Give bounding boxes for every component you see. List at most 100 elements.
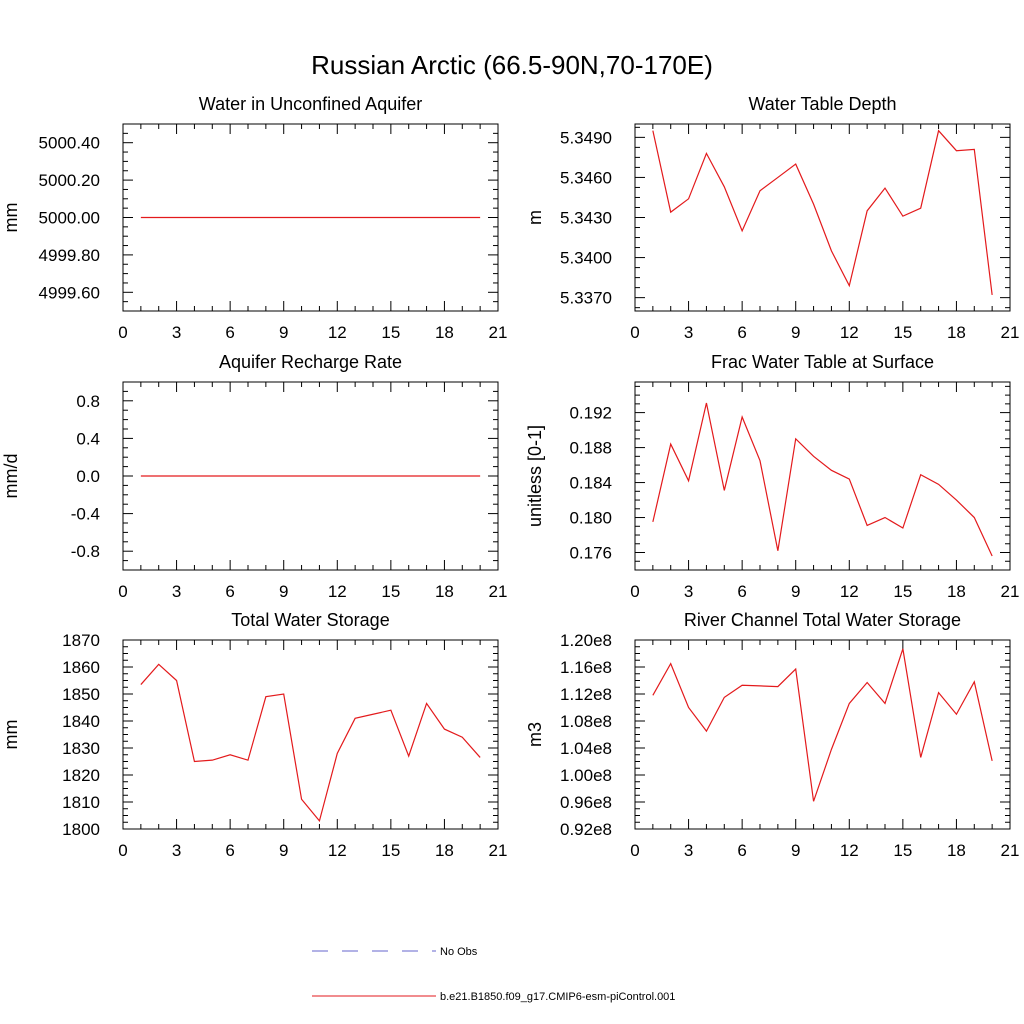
- panel-3: Aquifer Recharge Rate 0 3 6 9 12 15 18 21 -0.8 -0.…: [1, 352, 507, 601]
- x-tick-label: 12: [328, 323, 347, 342]
- y-tick-label: 0.4: [76, 429, 100, 448]
- x-tick-label: 18: [947, 323, 966, 342]
- x-tick-label: 12: [840, 323, 859, 342]
- y-tick-label: 1850: [62, 685, 100, 704]
- y-tick-label: 1820: [62, 766, 100, 785]
- y-tick-label: 0.0: [76, 467, 100, 486]
- figure-title: Russian Arctic (66.5-90N,70-170E): [311, 50, 713, 80]
- x-tick-label: 15: [893, 582, 912, 601]
- y-tick-label: 1.16e8: [560, 658, 612, 677]
- x-tick-label: 0: [630, 582, 639, 601]
- y-tick-label: 0.176: [569, 544, 612, 563]
- x-tick-label: 18: [435, 323, 454, 342]
- x-tick-label: 15: [381, 841, 400, 860]
- x-tick-label: 15: [893, 323, 912, 342]
- x-tick-label: 0: [118, 841, 127, 860]
- y-tick-label: 5000.40: [39, 134, 100, 153]
- y-axis-label: mm/d: [1, 454, 21, 499]
- x-tick-label: 18: [947, 841, 966, 860]
- plot-frame: [122, 639, 499, 830]
- y-tick-label: 1.08e8: [560, 712, 612, 731]
- x-tick-label: 21: [1001, 582, 1020, 601]
- y-axis-label: m: [525, 210, 545, 225]
- x-tick-label: 18: [435, 582, 454, 601]
- panel-title: Aquifer Recharge Rate: [219, 352, 402, 372]
- y-tick-label: 4999.80: [39, 246, 100, 265]
- y-tick-label: 1.00e8: [560, 766, 612, 785]
- x-tick-label: 9: [279, 323, 288, 342]
- x-tick-label: 18: [435, 841, 454, 860]
- series-line: [140, 663, 481, 823]
- panel-title: River Channel Total Water Storage: [684, 610, 961, 630]
- y-tick-label: 0.96e8: [560, 793, 612, 812]
- x-tick-label: 6: [737, 582, 746, 601]
- y-tick-label: 4999.60: [39, 283, 100, 302]
- panel-1: Water in Unconfined Aquifer 0 3 6 9 12 15 18 21 4…: [1, 94, 507, 342]
- x-tick-label: 9: [791, 582, 800, 601]
- series-line: [652, 402, 993, 557]
- y-tick-label: 1.20e8: [560, 631, 612, 650]
- legend: No Obs b.e21.B1850.f09_g17.CMIP6-esm-piCo…: [312, 946, 675, 1003]
- x-tick-label: 15: [893, 841, 912, 860]
- y-tick-label: 0.184: [569, 474, 612, 493]
- x-tick-label: 12: [328, 582, 347, 601]
- legend-label-2: b.e21.B1850.f09_g17.CMIP6-esm-piControl.…: [440, 991, 675, 1003]
- y-tick-label: -0.8: [71, 542, 100, 561]
- x-tick-label: 0: [118, 323, 127, 342]
- panel-6: River Channel Total Water Storage 0 3 6 9 12 1…: [525, 610, 1019, 860]
- x-tick-label: 3: [172, 841, 181, 860]
- y-tick-label: 1830: [62, 739, 100, 758]
- x-tick-label: 6: [737, 323, 746, 342]
- y-tick-label: 5.3370: [560, 289, 612, 308]
- x-tick-label: 12: [840, 841, 859, 860]
- x-tick-label: 3: [684, 841, 693, 860]
- panel-5: Total Water Storage 0 3 6 9 12 15 18 21 1800 1810 1…: [1, 610, 507, 860]
- y-tick-label: 0.180: [569, 509, 612, 528]
- panel-title: Water Table Depth: [748, 94, 896, 114]
- x-tick-label: 9: [279, 841, 288, 860]
- panels: Water in Unconfined Aquifer 0 3 6 9 12 15 18 21 4…: [1, 94, 1019, 860]
- x-tick-label: 6: [225, 582, 234, 601]
- x-tick-label: 21: [1001, 841, 1020, 860]
- y-tick-label: 5.3460: [560, 168, 612, 187]
- x-tick-label: 3: [684, 323, 693, 342]
- y-tick-label: 1.04e8: [560, 739, 612, 758]
- x-tick-label: 12: [840, 582, 859, 601]
- y-tick-label: 5000.20: [39, 171, 100, 190]
- x-tick-label: 0: [630, 841, 639, 860]
- x-tick-label: 3: [684, 582, 693, 601]
- y-tick-label: 1870: [62, 631, 100, 650]
- x-tick-label: 0: [118, 582, 127, 601]
- plot-frame: [634, 639, 1011, 830]
- x-tick-label: 15: [381, 582, 400, 601]
- plot-frame: [634, 123, 1011, 312]
- x-tick-label: 6: [225, 323, 234, 342]
- y-tick-label: 0.92e8: [560, 820, 612, 839]
- y-axis-label: unitless [0-1]: [525, 425, 545, 527]
- y-tick-label: 5.3430: [560, 209, 612, 228]
- y-tick-label: -0.4: [71, 505, 100, 524]
- x-tick-label: 6: [225, 841, 234, 860]
- y-tick-label: 0.192: [569, 404, 612, 423]
- y-tick-label: 1840: [62, 712, 100, 731]
- panel-title: Water in Unconfined Aquifer: [199, 94, 422, 114]
- y-axis-label: mm: [1, 203, 21, 233]
- y-tick-label: 1860: [62, 658, 100, 677]
- y-tick-label: 0.188: [569, 439, 612, 458]
- x-tick-label: 6: [737, 841, 746, 860]
- x-tick-label: 18: [947, 582, 966, 601]
- x-tick-label: 15: [381, 323, 400, 342]
- panel-4: Frac Water Table at Surface 0 3 6 9 12 15 18 21 0…: [525, 352, 1019, 601]
- y-tick-label: 5.3490: [560, 128, 612, 147]
- y-tick-label: 1800: [62, 820, 100, 839]
- y-tick-label: 1810: [62, 793, 100, 812]
- legend-label-1: No Obs: [440, 946, 478, 958]
- series-line: [652, 648, 993, 802]
- y-tick-label: 5000.00: [39, 209, 100, 228]
- x-tick-label: 9: [791, 323, 800, 342]
- panel-2: Water Table Depth 0 3 6 9 12 15 18 21 5.3370 5.340…: [525, 94, 1019, 342]
- x-tick-label: 9: [791, 841, 800, 860]
- x-tick-label: 0: [630, 323, 639, 342]
- x-tick-label: 21: [489, 323, 508, 342]
